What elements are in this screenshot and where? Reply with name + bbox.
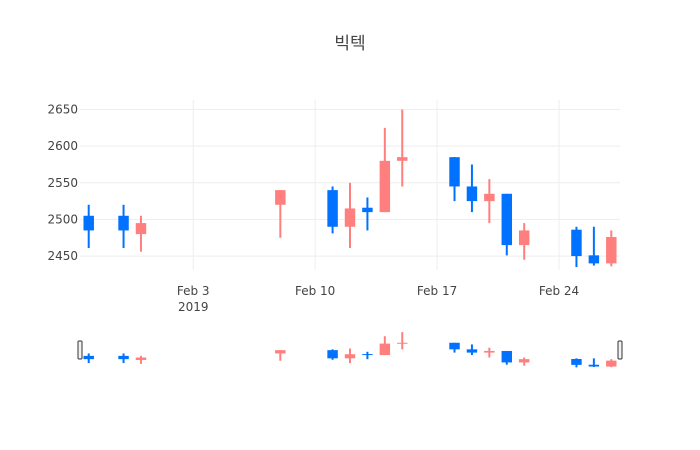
candle-decreasing[interactable] <box>379 127 391 213</box>
candle-body <box>606 237 617 264</box>
y-tick-label: 2450 <box>47 249 78 263</box>
slider-candle-body <box>501 350 512 363</box>
candle-body <box>379 160 391 213</box>
x-tick-label: Feb 17 <box>417 284 457 298</box>
slider-candle-body <box>606 360 617 367</box>
candle-body <box>362 207 373 213</box>
candle-increasing[interactable] <box>588 226 600 266</box>
slider-candle <box>327 349 338 360</box>
slider-candle-body <box>466 349 478 353</box>
slider-candle-body <box>484 350 495 353</box>
slider-candle <box>501 350 512 365</box>
y-tick-label: 2550 <box>47 176 78 190</box>
x-tick-label: Feb 10 <box>295 284 335 298</box>
y-tick-label: 2650 <box>47 103 78 117</box>
range-slider[interactable] <box>77 327 623 373</box>
candle-body <box>83 215 94 231</box>
chart-title: 빅텍 <box>334 34 365 54</box>
candle-increasing[interactable] <box>466 164 478 213</box>
candle-increasing[interactable] <box>327 186 338 234</box>
candle-increasing[interactable] <box>83 204 94 249</box>
slider-candle <box>588 358 600 368</box>
slider-candle-body <box>135 357 147 360</box>
y-axis: 2450 2500 2550 2600 2650 <box>47 103 78 264</box>
slider-candle <box>275 350 286 361</box>
slider-candle-body <box>362 354 373 356</box>
slider-candle <box>83 353 94 364</box>
slider-candle-body <box>571 358 582 365</box>
slider-candle <box>344 348 356 364</box>
candle-decreasing[interactable] <box>275 190 286 238</box>
candle-decreasing[interactable] <box>484 179 495 224</box>
slider-candle <box>606 359 617 368</box>
slider-candle-body <box>518 359 530 363</box>
candle-body <box>397 157 408 161</box>
slider-candle <box>484 347 495 358</box>
candle-body <box>588 255 600 264</box>
candle-body <box>501 193 512 246</box>
range-slider-candles <box>83 332 617 368</box>
slider-candle <box>397 332 408 350</box>
candle-body <box>449 157 460 187</box>
candle-body <box>344 208 356 227</box>
range-slider-left-handle[interactable] <box>77 340 83 360</box>
slider-candle <box>466 344 478 356</box>
slider-candle-body <box>379 343 391 356</box>
slider-candle <box>135 355 147 364</box>
y-tick-label: 2500 <box>47 212 78 226</box>
candle-increasing[interactable] <box>362 197 373 231</box>
candle-body <box>466 186 478 202</box>
x-tick-label: Feb 3 <box>177 284 210 298</box>
x-tick-year-label: 2019 <box>178 300 209 314</box>
candle-body <box>518 230 530 246</box>
slider-candle-body <box>275 350 286 354</box>
range-slider-right-handle[interactable] <box>617 340 623 360</box>
slider-candle-body <box>588 364 600 367</box>
slider-candle <box>118 353 129 364</box>
slider-candle-body <box>397 342 408 344</box>
x-tick-label: Feb 24 <box>539 284 579 298</box>
candle-increasing[interactable] <box>501 193 512 256</box>
candle-decreasing[interactable] <box>397 109 408 187</box>
slider-candle <box>379 336 391 356</box>
slider-candle <box>449 342 460 353</box>
candle-body <box>327 190 338 227</box>
slider-candle-body <box>118 355 129 360</box>
candle-decreasing[interactable] <box>344 182 356 249</box>
candle-increasing[interactable] <box>118 204 129 249</box>
candle-increasing[interactable] <box>449 157 460 202</box>
candle-body <box>571 229 582 257</box>
candle-increasing[interactable] <box>571 226 582 268</box>
slider-candle <box>571 358 582 368</box>
candle-body <box>484 193 495 202</box>
candle-body <box>135 223 147 235</box>
candle-body <box>118 215 129 231</box>
slider-candle-body <box>327 350 338 359</box>
candles[interactable] <box>83 109 617 268</box>
y-tick-label: 2600 <box>47 139 78 153</box>
x-axis: Feb 3 2019 Feb 10 Feb 17 Feb 24 <box>177 284 579 314</box>
candle-decreasing[interactable] <box>606 230 617 267</box>
slider-candle-body <box>83 355 94 360</box>
slider-candle <box>362 351 373 360</box>
slider-candle-body <box>449 342 460 350</box>
slider-candle-body <box>344 354 356 359</box>
candle-decreasing[interactable] <box>518 223 530 260</box>
slider-candle <box>518 357 530 366</box>
candle-body <box>275 190 286 205</box>
candle-decreasing[interactable] <box>135 215 147 252</box>
